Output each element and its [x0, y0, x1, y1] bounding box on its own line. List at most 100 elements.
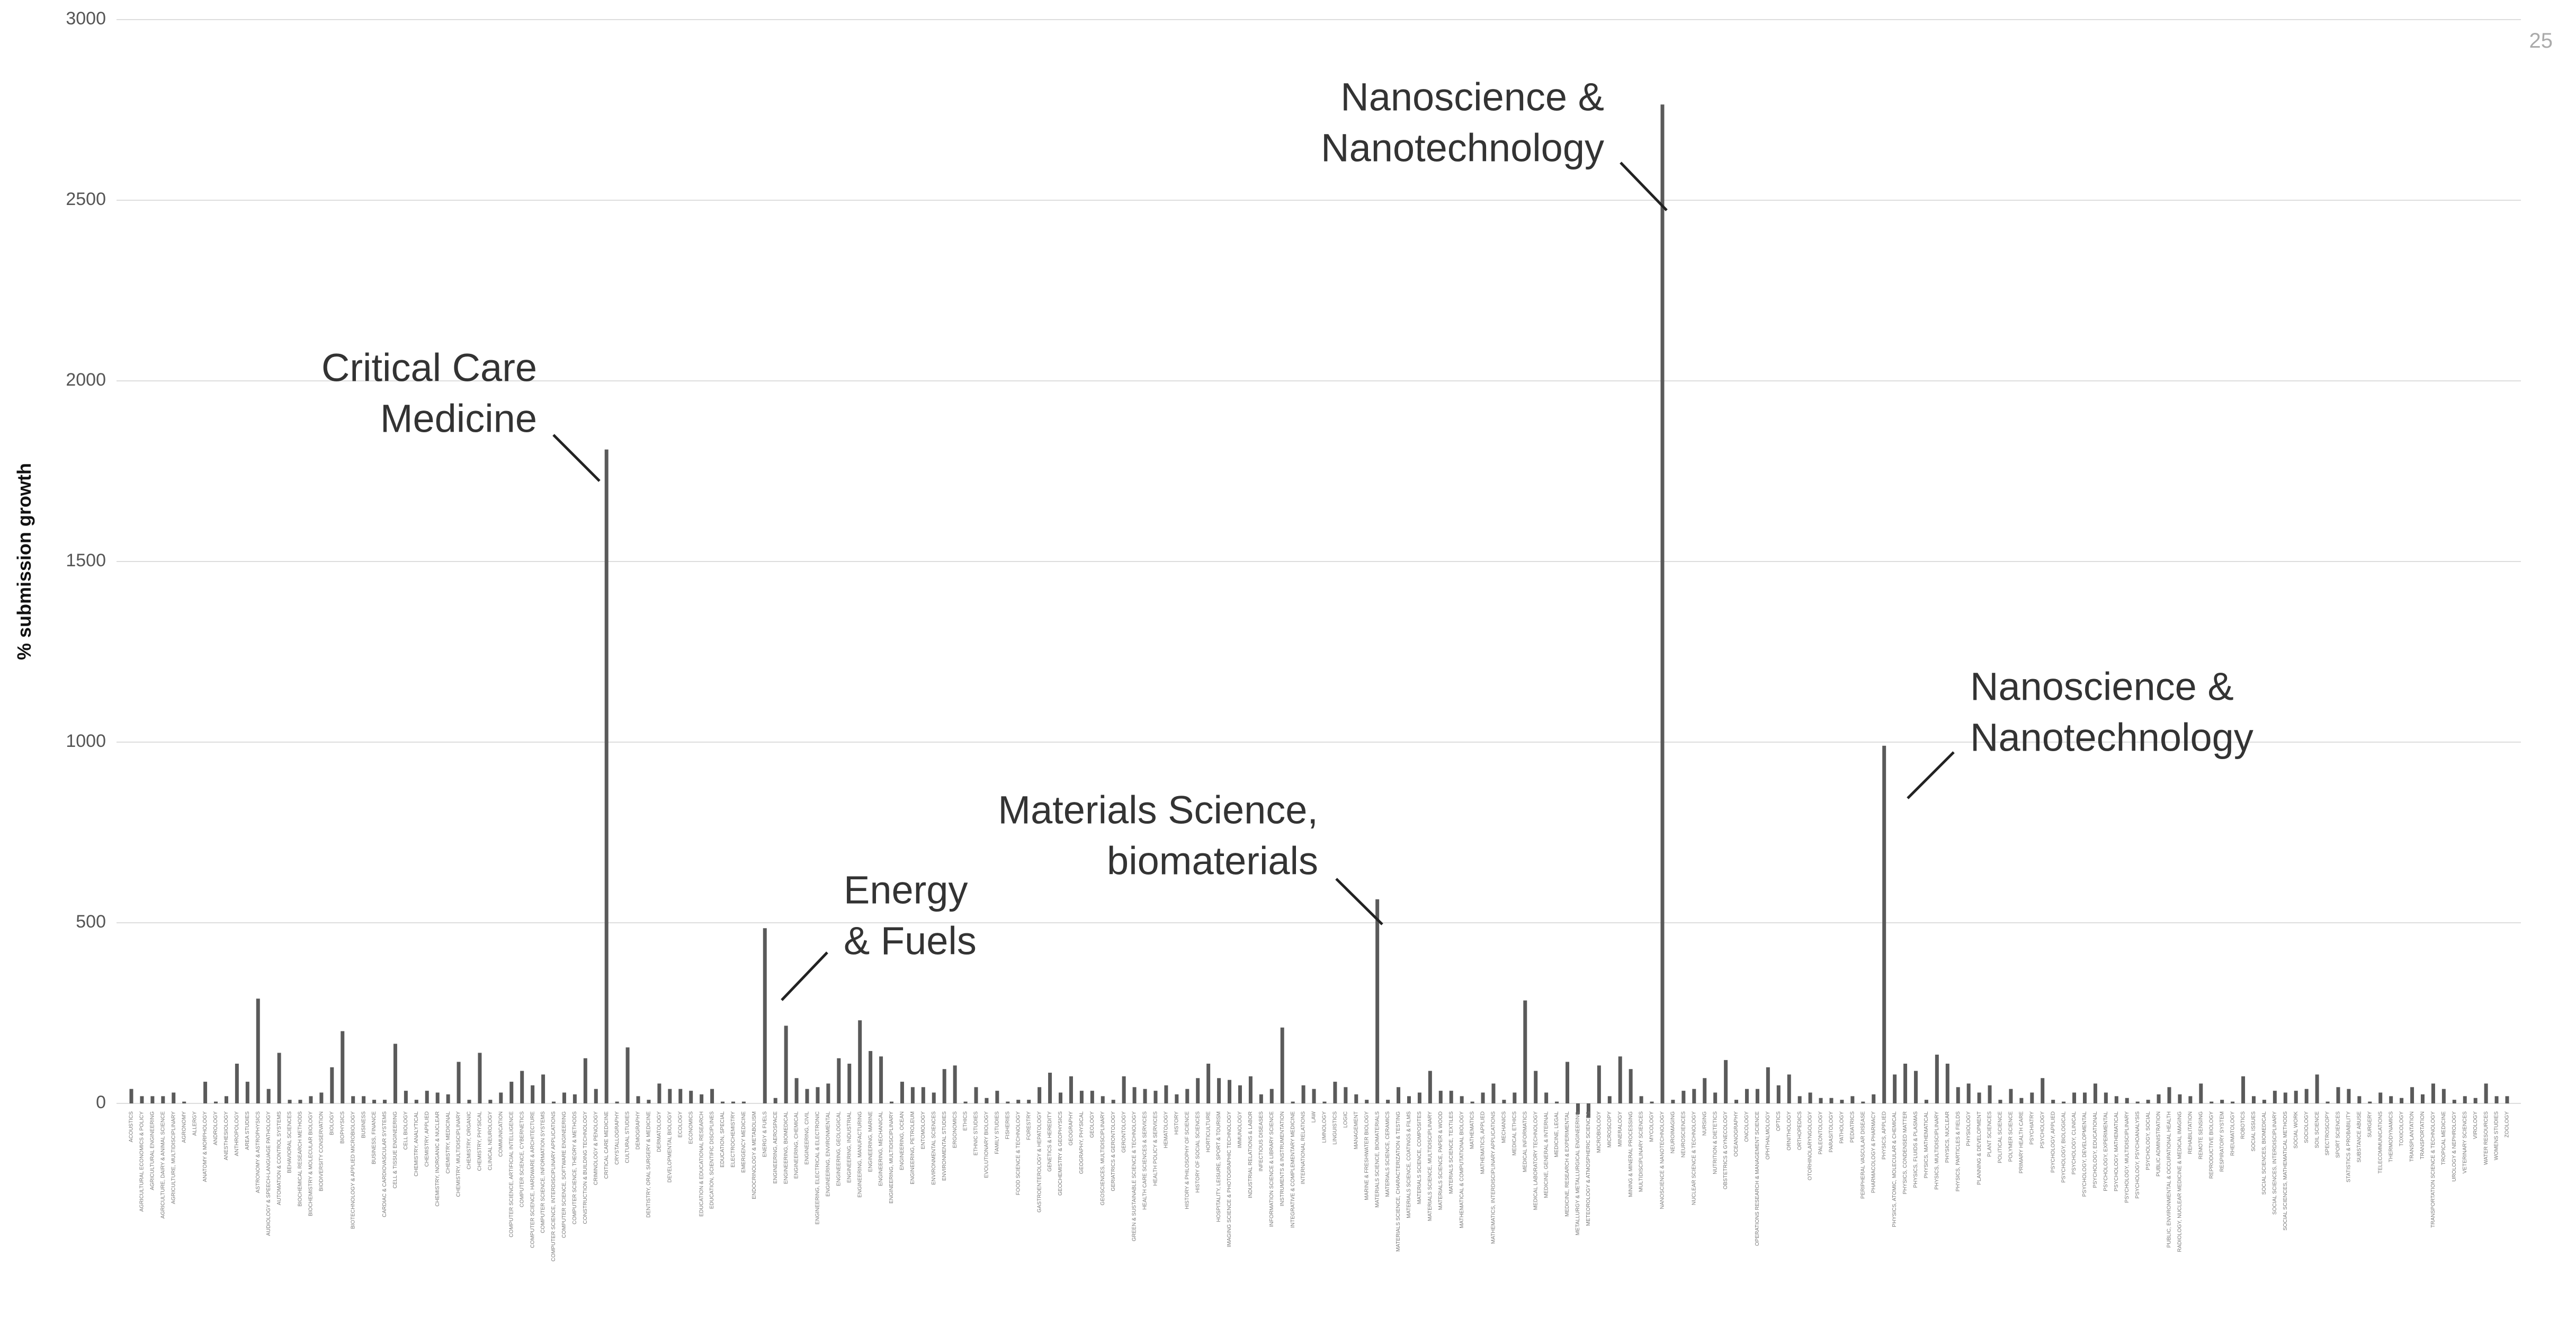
bar [1650, 1101, 1654, 1103]
x-tick-label: ASTRONOMY & ASTROPHYSICS [255, 1111, 261, 1193]
bar [1333, 1082, 1337, 1103]
bar [1850, 1096, 1855, 1103]
annotation-text: Materials Science, [998, 788, 1318, 832]
x-tick-label: MATERIALS SCIENCE, PAPER & WOOD [1438, 1111, 1444, 1210]
bar [2030, 1092, 2034, 1103]
bar [678, 1089, 683, 1103]
x-tick-label: MATHEMATICS, INTERDISCIPLINARY APPLICATI… [1491, 1111, 1497, 1244]
x-tick-label: RHEUMATOLOGY [2230, 1111, 2235, 1156]
bar [414, 1100, 418, 1103]
x-tick-label: AGRICULTURE, MULTIDISCIPLINARY [171, 1111, 176, 1204]
x-tick-label: MATERIALS SCIENCE, COATINGS & FILMS [1406, 1111, 1412, 1218]
bar [2082, 1092, 2087, 1103]
bar [583, 1058, 587, 1103]
x-tick-label: POLITICAL SCIENCE [1998, 1111, 2003, 1163]
bar [741, 1101, 746, 1103]
x-tick-label: ENGINEERING, BIOMEDICAL [783, 1111, 789, 1184]
x-tick-label: SOCIAL SCIENCES, MATHEMATICAL METHODS [2283, 1111, 2288, 1231]
x-tick-label: COMPUTER SCIENCE, INTERDISCIPLINARY APPL… [551, 1111, 557, 1262]
bar [2315, 1074, 2319, 1103]
bar [1312, 1089, 1316, 1103]
bar [636, 1096, 640, 1103]
annotation-text: Energy [844, 868, 968, 912]
bar [2062, 1101, 2066, 1103]
x-tick-label: MICROSCOPY [1607, 1111, 1613, 1148]
bar [2093, 1083, 2097, 1103]
bar [1059, 1092, 1063, 1103]
x-tick-label: PHYSICS, MULTIDISCIPLINARY [1934, 1111, 1940, 1190]
bar [1470, 1101, 1474, 1103]
x-tick-label: ECOLOGY [677, 1111, 683, 1138]
bar [1122, 1076, 1126, 1103]
x-tick-label: BIOCHEMISTRY & MOLECULAR BIOLOGY [308, 1111, 314, 1216]
x-tick-label: CHEMISTRY, APPLIED [424, 1111, 430, 1167]
x-tick-label: EVOLUTIONARY BIOLOGY [984, 1111, 990, 1178]
x-tick-label: ONCOLOGY [1744, 1111, 1750, 1142]
x-tick-label: TRANSPLANTATION [2409, 1111, 2415, 1162]
x-tick-label: METEOROLOGY & ATMOSPHERIC SCIENCES [1586, 1111, 1591, 1226]
bar [341, 1031, 345, 1103]
x-tick-label: ENGINEERING, MARINE [867, 1111, 873, 1172]
x-tick-label: PUBLIC ADMINISTRATION [2156, 1111, 2162, 1177]
bar [647, 1100, 651, 1103]
annotation-leader [1907, 751, 1955, 799]
x-tick-label: GEOCHEMISTRY & GEOPHYSICS [1058, 1111, 1063, 1196]
x-tick-label: PSYCHIATRY [2029, 1111, 2035, 1145]
bar [837, 1058, 841, 1103]
bar [2135, 1101, 2140, 1103]
y-axis-title: % submission growth [13, 463, 35, 660]
x-tick-label: DENTISTRY, ORAL SURGERY & MEDICINE [646, 1111, 652, 1218]
bar [2410, 1087, 2414, 1103]
x-tick-label: MEDICINE, RESEARCH & EXPERIMENTAL [1564, 1111, 1570, 1217]
x-tick-label: MEDICAL ETHICS [1511, 1111, 1517, 1156]
bar [1196, 1078, 1200, 1103]
bar [1629, 1069, 1633, 1103]
bar [1544, 1092, 1549, 1103]
bar [1671, 1100, 1675, 1103]
bar [995, 1091, 999, 1103]
bar [1808, 1092, 1812, 1103]
bar [1301, 1085, 1305, 1103]
x-tick-label: ENDOCRINOLOGY & METABOLISM [752, 1111, 757, 1199]
bar [1861, 1101, 1865, 1103]
bar [2188, 1096, 2193, 1103]
bar [541, 1074, 545, 1103]
x-tick-label: RADIOLOGY, NUCLEAR MEDICINE & MEDICAL IM… [2177, 1111, 2183, 1252]
bar [2220, 1100, 2224, 1103]
x-tick-label: COMPUTER SCIENCE, INFORMATION SYSTEMS [540, 1111, 546, 1233]
bar [1079, 1091, 1084, 1103]
bar [150, 1096, 155, 1103]
x-tick-label: PALEONTOLOGY [1818, 1111, 1824, 1155]
x-tick-label: PSYCHOLOGY, BIOLOGICAL [2061, 1111, 2067, 1183]
bar [2157, 1094, 2161, 1103]
x-tick-label: PHYSICS, FLUIDS & PLASMAS [1913, 1111, 1919, 1188]
x-tick-label: COMMUNICATION [498, 1111, 504, 1157]
bar [1776, 1085, 1781, 1103]
x-tick-label: MATHEMATICS [1470, 1111, 1475, 1149]
x-tick-label: WATER RESOURCES [2483, 1111, 2489, 1165]
bar [1523, 1000, 1527, 1103]
x-tick-label: INSTRUMENTS & INSTRUMENTATION [1280, 1111, 1285, 1206]
x-tick-label: LAW [1311, 1111, 1317, 1122]
x-tick-label: ECONOMICS [688, 1111, 694, 1144]
x-tick-label: MEDICINE, GENERAL & INTERNAL [1543, 1111, 1549, 1198]
x-tick-label: SPECTROSCOPY [2325, 1111, 2331, 1156]
x-tick-label: HOSPITALITY, LEISURE, SPORT & TOURISM [1216, 1111, 1222, 1222]
x-tick-label: ENGINEERING, GEOLOGICAL [836, 1111, 842, 1187]
bar [858, 1020, 862, 1103]
x-tick-label: AUDIOLOGY & SPEECH-LANGUAGE PATHOLOGY [266, 1111, 272, 1236]
bar [1713, 1092, 1718, 1103]
bar [1555, 1101, 1559, 1103]
bar [2167, 1087, 2171, 1103]
x-tick-label: MATHEMATICAL & COMPUTATIONAL BIOLOGY [1459, 1111, 1465, 1228]
x-tick-label: PATHOLOGY [1839, 1111, 1845, 1144]
bar [1206, 1063, 1211, 1103]
x-tick-label: TRANSPORTATION SCIENCE & TECHNOLOGY [2430, 1111, 2436, 1228]
bar [1175, 1094, 1179, 1103]
x-tick-label: HORTICULTURE [1205, 1111, 1211, 1153]
x-tick-label: TOXICOLOGY [2399, 1111, 2404, 1146]
bar [2463, 1096, 2467, 1103]
bar [393, 1044, 397, 1103]
bar [2114, 1096, 2118, 1103]
bar [1386, 1100, 1390, 1103]
